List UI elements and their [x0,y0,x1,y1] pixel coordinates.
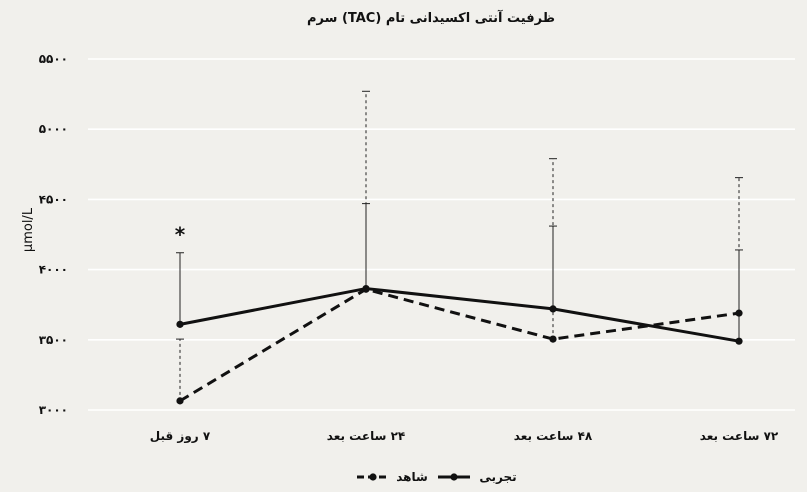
x-tick-label: ۲۴ ساعت بعد [327,429,405,443]
y-tick-label: ۴۵۰۰ [39,192,68,206]
data-point [735,337,743,345]
data-point [362,285,370,293]
error-bars [176,90,743,401]
x-tick-label: ۴۸ ساعت بعد [514,429,593,443]
data-point [176,397,184,405]
annotations: * [175,223,186,247]
series-line-control [179,287,740,403]
data-point [176,320,184,328]
data-point [549,305,557,313]
legend-marker-control [369,473,377,481]
significance-marker: * [175,223,186,247]
y-tick-label: ۴۰۰۰ [39,263,68,277]
data-point [549,335,557,343]
y-tick-label: ۵۵۰۰ [39,52,68,66]
legend-label-experimental: تجربی [479,470,516,484]
x-tick-labels: ۷ روز قبل ۲۴ ساعت بعد ۴۸ ساعت بعد ۷۲ ساعت ب… [150,429,779,444]
y-tick-labels: ۳۰۰۰ ۳۵۰۰ ۴۰۰۰ ۴۵۰۰ ۵۰۰۰ ۵۵۰۰ [39,52,68,417]
y-tick-label: ۳۰۰۰ [39,403,68,417]
chart-title: ظرفیت آنتی اکسیدانی تام (TAC) سرم [307,9,555,26]
x-tick-label: ۷۲ ساعت بعد [700,429,779,443]
x-tick-label: ۷ روز قبل [150,429,211,444]
series-lines [179,287,740,403]
legend-marker-experimental [450,473,458,481]
data-points [176,284,743,405]
y-tick-label: ۵۰۰۰ [39,122,68,136]
y-axis-label: μmol/L [21,207,36,252]
y-tick-label: ۳۵۰۰ [39,333,68,347]
data-point [735,309,743,317]
legend-label-control: شاهد [396,470,428,484]
legend: تجربی شاهد [357,470,517,484]
gridlines [88,58,795,411]
